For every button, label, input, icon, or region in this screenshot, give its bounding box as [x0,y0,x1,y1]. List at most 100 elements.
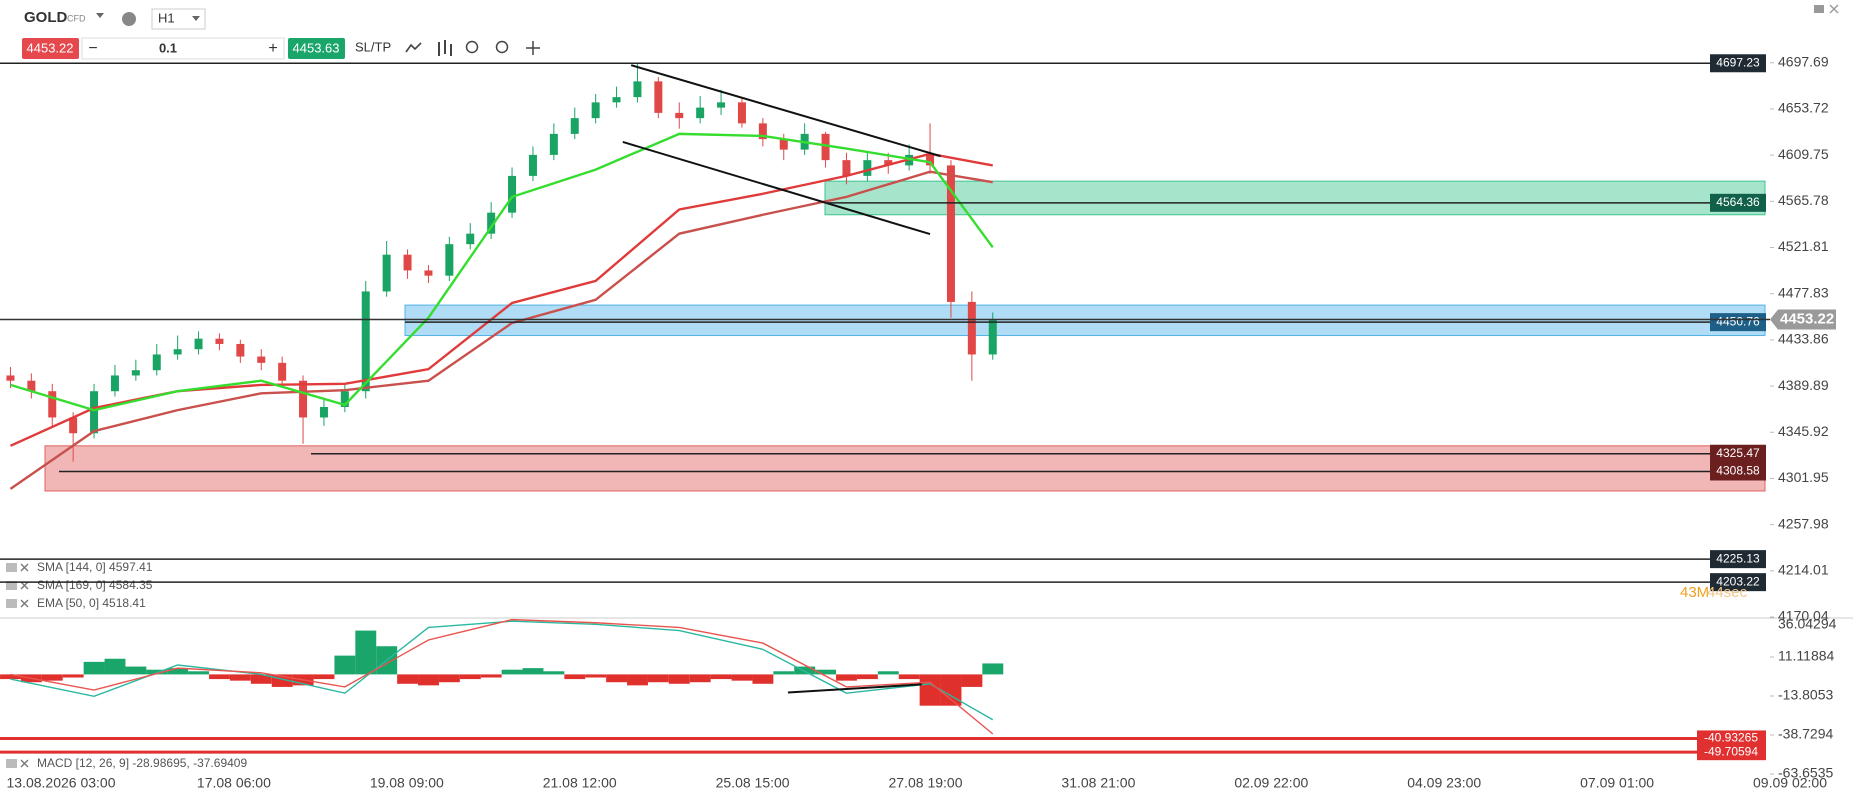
timeframe-arrow [192,16,200,21]
sltp-button[interactable]: SL/TP [355,39,391,54]
candle-body [173,349,182,355]
zone [404,304,1766,337]
signal-line [10,618,994,735]
level-label: 4450.76 [1716,314,1760,328]
candle-body [487,212,496,234]
y-tick-label: 4477.83 [1778,284,1829,300]
y-tick-label: 4389.89 [1778,377,1829,393]
plus-button[interactable]: + [268,40,277,57]
indicator-icon [6,599,17,608]
macd-histogram-bar [313,674,335,680]
x-tick-label: 19.08 09:00 [370,775,444,791]
macd-histogram-bar [250,674,272,684]
symbol-dropdown[interactable] [96,13,104,18]
level-label: 4697.23 [1716,55,1760,69]
symbol-type: CFD [67,13,86,23]
y-tick-label: 4521.81 [1778,238,1829,254]
indicator-remove [20,581,29,590]
macd-histogram-bar [543,671,565,675]
candle-body [926,154,935,166]
sell-button[interactable] [22,38,79,59]
zoom-out[interactable] [465,40,479,54]
indicator-legend: EMA [50, 0] 4518.41 [37,596,146,610]
level-label: 4564.36 [1716,195,1760,209]
indicator-remove [20,759,29,768]
lot-value: 0.1 [159,40,177,55]
y-tick-label: 4170.04 [1778,608,1829,624]
candle-body [319,406,328,418]
candle-body [257,356,266,363]
macd-histogram-bar [167,668,189,675]
minimize-button[interactable] [1814,5,1824,13]
level-label: 4203.22 [1716,574,1760,588]
macd-histogram-bar [83,661,105,675]
timeframe: H1 [158,10,175,25]
zone [44,445,1766,492]
close-button[interactable] [1829,4,1839,14]
candle-body [299,380,308,418]
level-tag [1710,573,1766,592]
timer-seconds: 44sec [1707,584,1748,601]
moving-average [9,170,993,490]
macd-histogram-bar [856,674,878,680]
symbol[interactable]: GOLD [24,9,67,26]
y-tick-label: 4301.95 [1778,469,1829,485]
macd-tick-label: -38.7294 [1778,726,1833,742]
moving-average [10,132,994,412]
macd-legend: MACD [12, 26, 9] -28.98695, -37.69409 [37,756,247,770]
macd-histogram-bar [877,671,899,675]
candle-body [821,133,830,161]
macd-histogram-bar [62,674,84,678]
x-tick-label: 25.08 15:00 [716,775,790,791]
macd-histogram-bar [606,674,628,683]
zoom-in[interactable] [495,40,509,54]
x-tick-label: 31.08 21:00 [1061,775,1135,791]
candle-body [779,139,788,150]
macd-histogram-bar [146,669,168,675]
indicator-icon [6,563,17,572]
candle-body [131,370,140,376]
info-icon[interactable] [122,12,136,26]
macd-histogram-bar [982,663,1004,675]
line-chart-icon[interactable] [405,42,422,53]
pan-icon[interactable] [526,41,540,55]
candle-body [48,391,57,418]
macd-histogram-bar [836,674,857,681]
macd-tick-label: -63.6535 [1778,765,1833,781]
candle-body [988,319,997,355]
macd-histogram-bar [940,674,962,706]
candle-body [863,160,872,176]
macd-histogram-bar [397,674,419,684]
y-tick-label: 4345.92 [1778,423,1829,439]
minus-button[interactable]: − [88,40,97,57]
candle-body [946,165,955,302]
candle-body [570,118,579,134]
candle-body [110,375,119,392]
buy-button[interactable] [288,38,345,59]
macd-histogram-bar [0,674,21,680]
candle-body [6,375,15,381]
lot-input[interactable] [81,37,285,60]
macd-histogram-bar [229,674,251,681]
macd-histogram-bar [815,669,837,675]
timeframe-select[interactable] [151,8,206,30]
macd-histogram-bar [418,674,439,686]
level-tag [1710,444,1766,463]
candle-body [633,81,642,98]
indicator-legend: SMA [169, 0] 4584.35 [37,578,153,592]
macd-histogram-bar [689,674,711,683]
x-tick-label: 17.08 06:00 [197,775,271,791]
candle-body [758,123,767,140]
macd-histogram-bar [710,674,732,680]
zone [824,180,1766,216]
candle-icon[interactable] [438,40,452,56]
candle-body [445,244,454,276]
macd-histogram-bar [438,674,460,683]
y-tick-label: 4565.78 [1778,192,1829,208]
macd-level-tag [1697,730,1766,747]
candle-body [612,97,621,103]
macd-trendline [787,683,922,694]
candle-body [842,160,851,176]
